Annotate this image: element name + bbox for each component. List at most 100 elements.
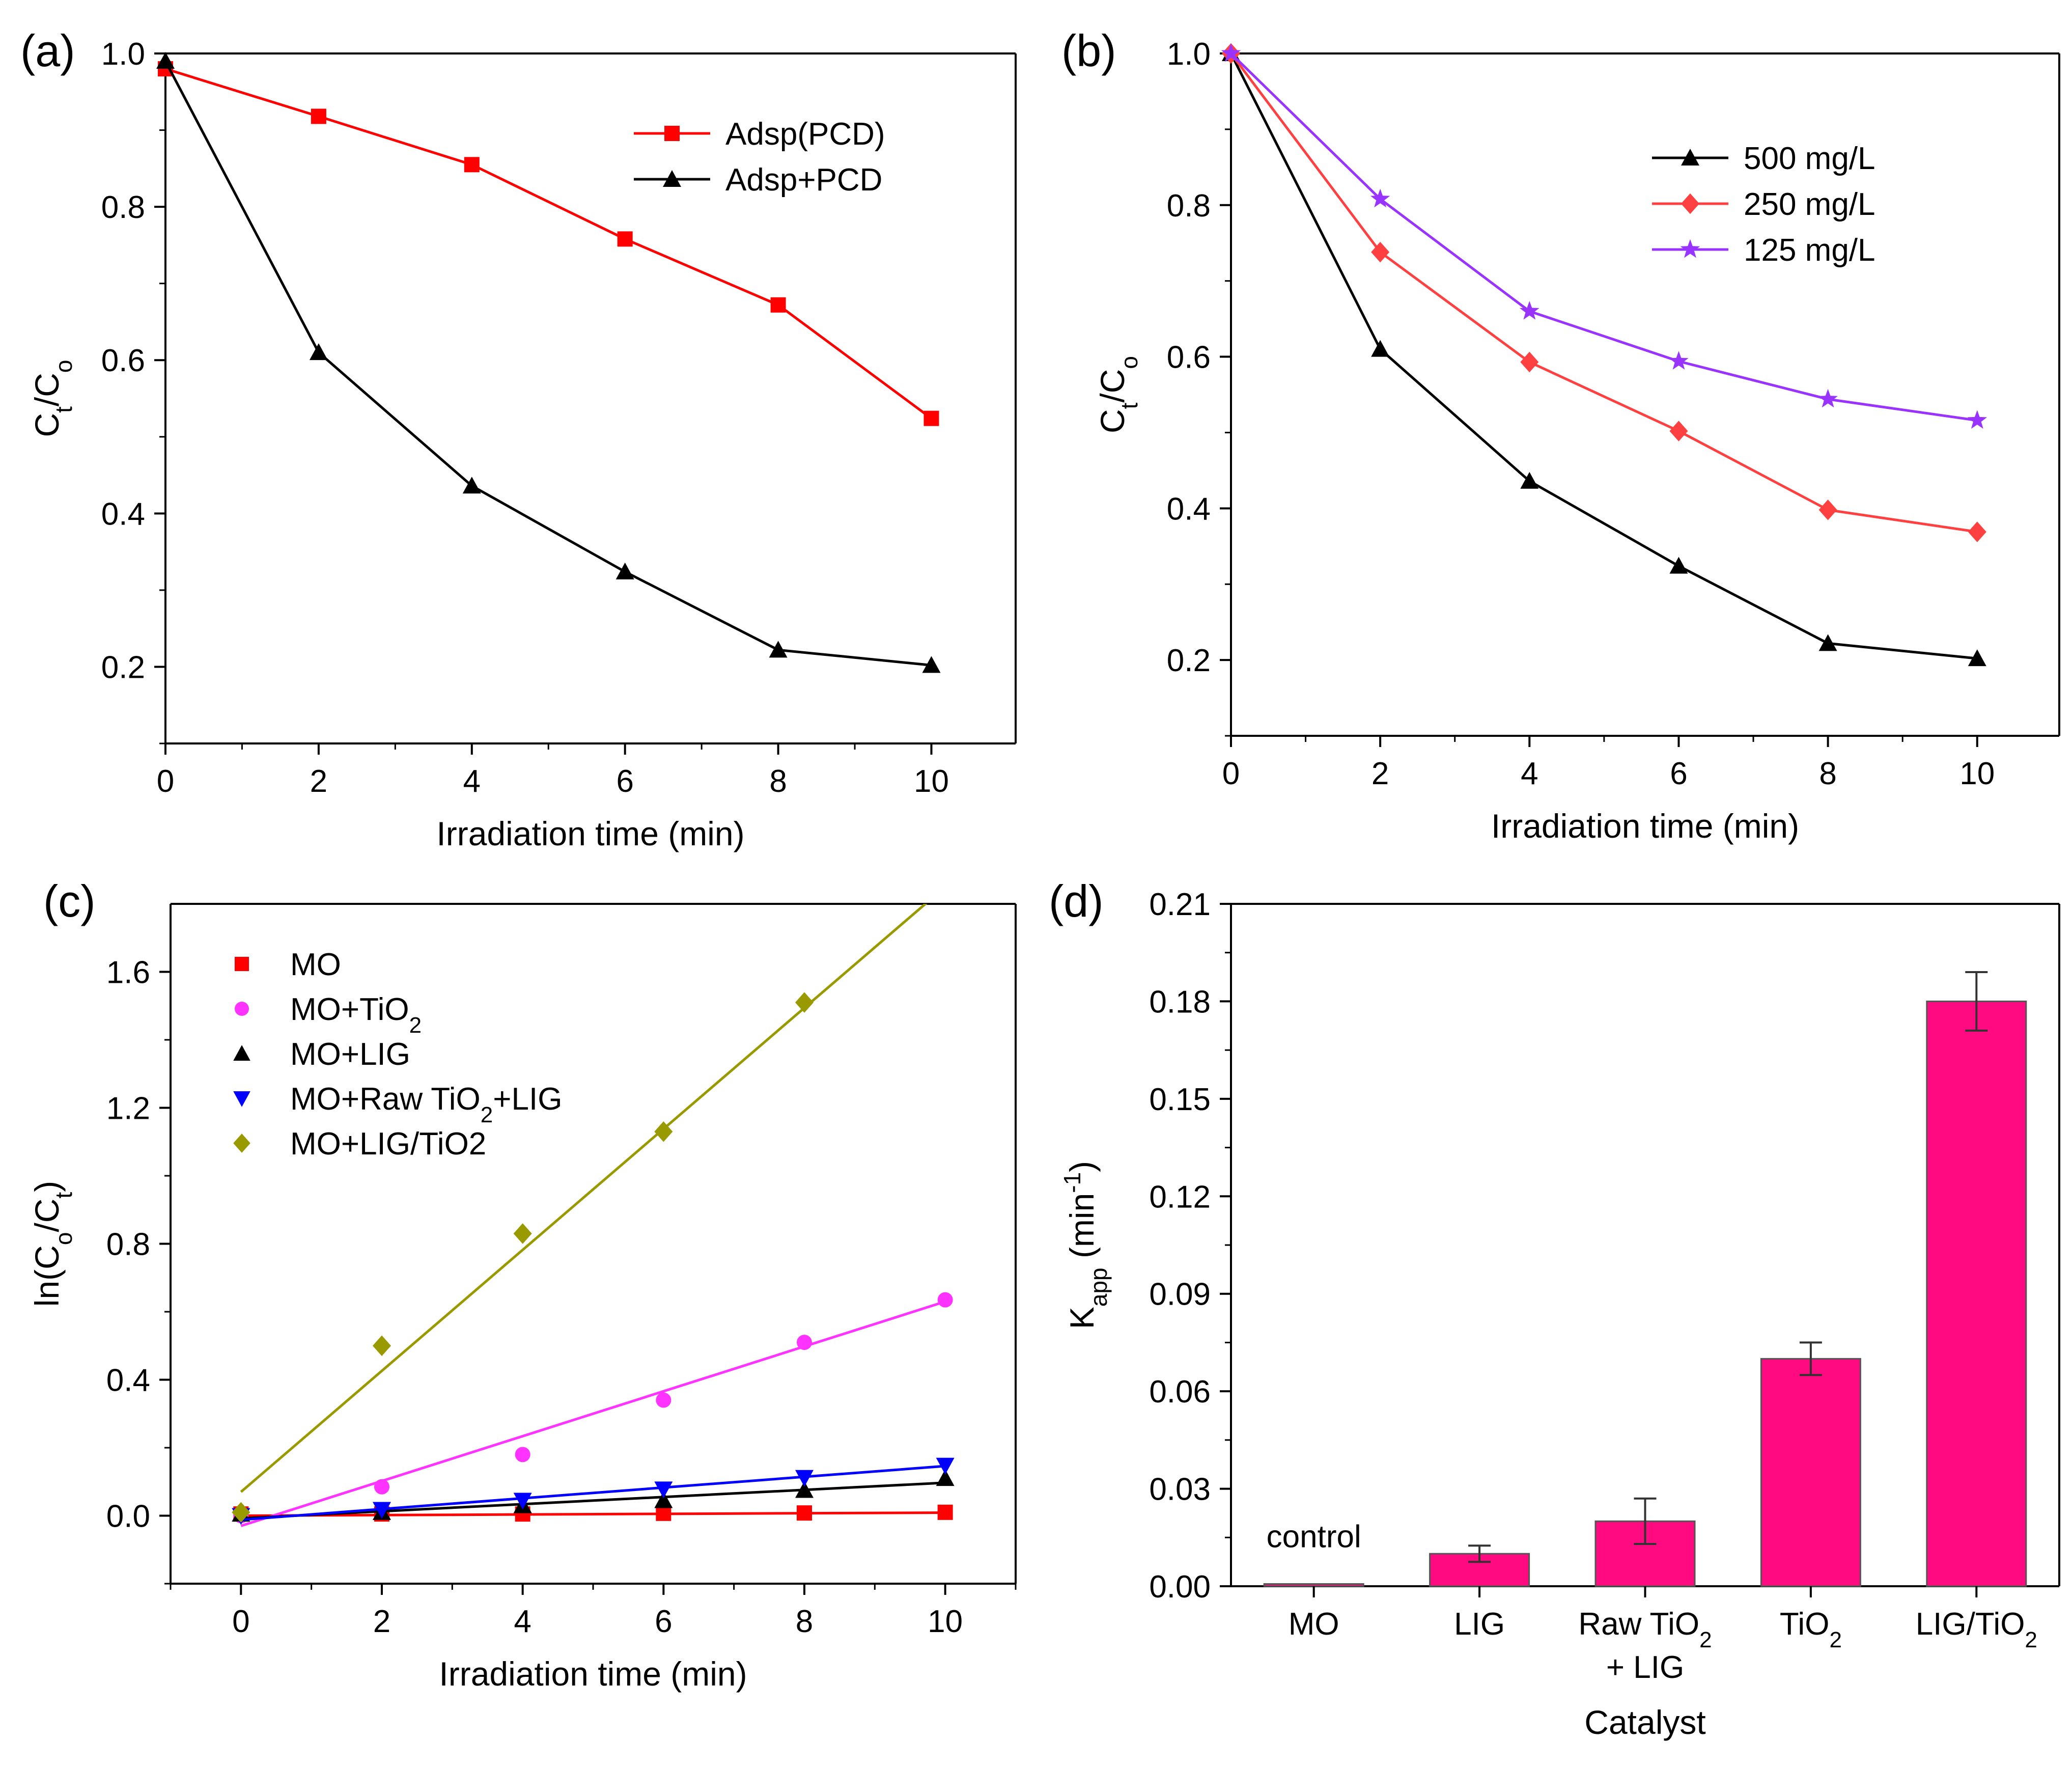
panel-c-x-tick-label: 8 bbox=[796, 1604, 813, 1639]
panel-c-x-axis-label: Irradiation time (min) bbox=[439, 1655, 747, 1693]
panel-a-data-point bbox=[770, 297, 786, 313]
panel-c-y-tick-label: 0.4 bbox=[106, 1363, 150, 1398]
panel-a: (a) 0 2 4 6 8 10 0.2 0.4 0.6 0.8 1.0 Irradiation ti… bbox=[20, 25, 1017, 852]
panel-d-x-tick-label-part: MO bbox=[1289, 1607, 1339, 1642]
panel-c-y-axis-label-part: /C bbox=[28, 1199, 66, 1232]
panel-a-x-tick-label: 6 bbox=[616, 764, 633, 799]
panel-d-y-axis-label-part: K bbox=[1063, 1307, 1101, 1329]
panel-b-data-point bbox=[1520, 472, 1539, 489]
panel-c-x-tick-label: 2 bbox=[373, 1604, 390, 1639]
panel-a-data-point bbox=[617, 231, 633, 247]
panel-a-y-tick-label: 0.2 bbox=[101, 650, 145, 685]
panel-a-y-axis-label-part: /C bbox=[28, 373, 66, 406]
panel-a-y-axis-label-sub: o bbox=[50, 360, 77, 373]
panel-b-series-line bbox=[1230, 52, 1978, 422]
panel-d-bar bbox=[1263, 1583, 1364, 1587]
panel-c-legend-marker bbox=[233, 1091, 250, 1107]
panel-a-y-tick-label: 0.8 bbox=[101, 190, 145, 225]
panel-c-data-point bbox=[795, 1470, 814, 1487]
panel-b-legend-label: 125 mg/L bbox=[1744, 233, 1875, 268]
panel-b-legend-marker bbox=[1681, 149, 1699, 165]
panel-a-data-point bbox=[923, 410, 939, 426]
panel-c-data-point bbox=[515, 1447, 530, 1462]
panel-d-y-tick-label: 0.18 bbox=[1149, 984, 1211, 1019]
panel-d-y-axis-label-part: ) bbox=[1063, 1161, 1101, 1172]
panel-b-data-point bbox=[1968, 521, 1986, 542]
panel-a-data-point bbox=[769, 641, 788, 658]
panel-d-x-tick-label-part: LIG bbox=[1454, 1607, 1505, 1642]
panel-c-y-tick-label: 0.0 bbox=[106, 1499, 150, 1534]
panel-d-y-tick-label: 0.00 bbox=[1149, 1569, 1211, 1605]
panel-b-y-axis-label-part: C bbox=[1094, 409, 1131, 433]
panel-a-legend-marker bbox=[664, 126, 680, 141]
panel-c-legend-marker bbox=[233, 1045, 250, 1061]
panel-d-y-tick-label: 0.09 bbox=[1149, 1277, 1211, 1312]
panel-a-data-point bbox=[309, 343, 328, 361]
panel-b-data-point bbox=[1371, 241, 1390, 263]
panel-c-data-point bbox=[513, 1223, 532, 1244]
panel-c-data-point bbox=[656, 1505, 671, 1521]
panel-c-data-point bbox=[936, 1457, 955, 1475]
panel-d-x-axis-label: Catalyst bbox=[1584, 1703, 1705, 1741]
panel-b-data-point bbox=[1818, 500, 1837, 520]
panel-a-x-tick-label: 2 bbox=[310, 764, 327, 799]
panel-a-data-point bbox=[922, 656, 941, 673]
panel-d-x-tick-label: TiO2 bbox=[1780, 1607, 1842, 1652]
panel-c-data-point bbox=[797, 1335, 812, 1350]
panel-a-x-tick-label: 10 bbox=[914, 764, 949, 799]
panel-c-fit-line bbox=[241, 1511, 945, 1517]
panel-d-x-tick-label: LIG bbox=[1454, 1607, 1505, 1642]
panel-c-legend-label-part: MO+LIG/TiO2 bbox=[290, 1126, 486, 1162]
panel-d-y-axis-label-sub: app bbox=[1085, 1267, 1112, 1307]
panel-b-series-line bbox=[1229, 52, 1978, 660]
panel-a-series-line bbox=[164, 60, 932, 667]
panel-c-data-point bbox=[232, 1502, 250, 1523]
panel-c-legend-label-part: MO+TiO bbox=[290, 992, 409, 1027]
panel-b-y-tick-label: 0.2 bbox=[1167, 643, 1211, 678]
panel-c-data-point bbox=[373, 1335, 391, 1356]
panel-b-data-point bbox=[1669, 421, 1688, 441]
panel-b-legend-label: 250 mg/L bbox=[1744, 187, 1875, 222]
panel-b-data-point bbox=[1669, 557, 1688, 574]
panel-c-legend-label-part: MO+LIG bbox=[290, 1037, 410, 1072]
panel-d-y-tick-label: 0.15 bbox=[1149, 1082, 1211, 1117]
panel-d-y-tick-label: 0.21 bbox=[1149, 887, 1211, 922]
panel-a-x-axis-label: Irradiation time (min) bbox=[436, 815, 744, 852]
panel-c-legend-label: MO+Raw TiO2+LIG bbox=[290, 1082, 562, 1127]
panel-b-x-tick-label: 8 bbox=[1819, 756, 1836, 791]
panel-c-data-point bbox=[795, 992, 814, 1013]
panel-a-data-point bbox=[615, 562, 634, 579]
panel-a-x-tick-label: 4 bbox=[463, 764, 481, 799]
panel-c-x-tick-label: 6 bbox=[655, 1604, 672, 1639]
panel-b-y-tick-label: 1.0 bbox=[1167, 37, 1211, 72]
panel-c-legend-marker bbox=[235, 957, 249, 971]
panel-a-label: (a) bbox=[20, 25, 75, 76]
panel-c-legend-marker bbox=[235, 1002, 249, 1016]
panel-a-y-tick-label: 1.0 bbox=[101, 37, 145, 72]
panel-a-legend-marker bbox=[663, 170, 681, 187]
panel-b-y-axis-label-sub: o bbox=[1116, 356, 1142, 369]
panel-b-data-point bbox=[1818, 634, 1837, 651]
panel-b-data-point bbox=[1669, 351, 1689, 370]
panel-c-data-point bbox=[797, 1505, 812, 1521]
panel-b-legend-marker bbox=[1681, 193, 1699, 214]
panel-c-data-point bbox=[374, 1479, 389, 1495]
panel-d-bar bbox=[1926, 1000, 2027, 1587]
panel-b-y-axis-label: Ct/Co bbox=[1094, 356, 1142, 433]
panel-d-y-axis-label: Kapp (min-1) bbox=[1059, 1161, 1112, 1329]
panel-c-y-tick-label: 1.2 bbox=[106, 1091, 150, 1126]
panel-c-legend-label: MO+LIG bbox=[290, 1037, 410, 1072]
panel-d-y-tick-label: 0.06 bbox=[1149, 1374, 1211, 1410]
panel-c-legend-label-sub: 2 bbox=[409, 1013, 422, 1038]
panel-a-x-tick-label: 0 bbox=[157, 764, 174, 799]
panel-d-y-axis-label-sup: -1 bbox=[1059, 1172, 1085, 1193]
panel-c-legend-label-part: MO bbox=[290, 947, 341, 982]
panel-c-y-axis-label-part: ln(C bbox=[28, 1245, 66, 1307]
panel-b-data-point bbox=[1967, 410, 1987, 429]
panel-a-data-point bbox=[462, 477, 481, 494]
panel-b-x-tick-label: 0 bbox=[1222, 756, 1240, 791]
panel-c-legend-label: MO bbox=[290, 947, 341, 982]
panel-b-legend-label: 500 mg/L bbox=[1744, 141, 1875, 176]
panel-a-y-axis-label: Ct/Co bbox=[28, 360, 77, 437]
